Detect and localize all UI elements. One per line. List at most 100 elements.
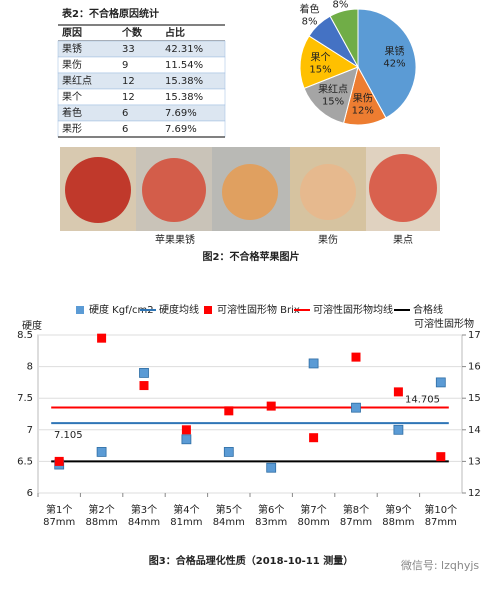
table-cell: 7.69% xyxy=(165,124,197,135)
y-axis-label: 硬度 xyxy=(22,319,42,332)
photos xyxy=(60,147,440,231)
marker xyxy=(435,377,446,388)
table-cell: 42.31% xyxy=(165,44,203,55)
table-cell: 12 xyxy=(122,92,135,103)
pie-value-label: 8% xyxy=(302,16,318,27)
legend-label: 硬度均线 xyxy=(159,303,199,316)
x-tick-label: 第6个 xyxy=(258,503,284,516)
x-tick-label: 84mm xyxy=(213,517,245,528)
x-tick-label: 第9个 xyxy=(385,503,411,516)
y2-tick-label: 15 xyxy=(468,393,481,404)
apple xyxy=(222,164,278,220)
table-cell: 15.38% xyxy=(165,76,203,87)
photo-label: 果伤 xyxy=(318,233,338,246)
y-tick-label: 7 xyxy=(27,425,33,436)
pie-slice xyxy=(329,8,359,68)
y-tick-label: 8.5 xyxy=(17,330,33,341)
marker xyxy=(308,358,319,369)
x-tick-label: 第10个 xyxy=(424,503,457,516)
table-header: 占比 xyxy=(165,26,185,39)
plot-area xyxy=(37,334,463,494)
pie-slice xyxy=(303,66,359,124)
table-row xyxy=(57,120,226,138)
table-cell: 7.69% xyxy=(165,108,197,119)
y2-axis-label: 可溶性固形物 xyxy=(414,317,474,330)
marker xyxy=(266,462,277,473)
x-tick-label: 第7个 xyxy=(300,503,326,516)
marker xyxy=(351,402,361,413)
watermark: 微信号: lzqhyjs xyxy=(401,558,480,572)
y-tick-label: 6.5 xyxy=(17,456,33,467)
marker xyxy=(393,424,404,435)
marker xyxy=(351,352,361,362)
x-tick-label: 87mm xyxy=(340,517,372,528)
x-tick-label: 87mm xyxy=(43,517,75,528)
x-tick-label: 80mm xyxy=(297,517,329,528)
table-header: 原因 xyxy=(62,27,82,39)
table-cell: 果形 xyxy=(62,123,82,135)
marker xyxy=(223,447,234,457)
marker xyxy=(181,434,192,445)
marker xyxy=(436,452,446,462)
marker xyxy=(139,381,149,391)
figure-caption: 图3：合格品理化性质（2018-10-11 测量） xyxy=(149,554,353,567)
legend-marker xyxy=(76,306,84,314)
y2-tick-label: 14 xyxy=(468,425,481,436)
marker xyxy=(266,401,276,411)
x-tick-label: 87mm xyxy=(425,517,457,528)
x-tick-label: 第1个 xyxy=(46,503,72,516)
table-header: 个数 xyxy=(121,26,143,39)
pie-label: 果伤 xyxy=(353,91,373,104)
legend-label: 合格线 xyxy=(413,303,443,316)
x-tick-label: 84mm xyxy=(128,517,160,528)
y-tick-label: 8 xyxy=(27,362,33,373)
apple xyxy=(65,157,131,223)
x-tick-label: 第5个 xyxy=(216,503,242,516)
table-cell: 果伤 xyxy=(62,58,82,71)
table-title: 表2：不合格原因统计 xyxy=(61,7,159,20)
reference-label: 14.705 xyxy=(405,395,440,406)
photo-label: 苹果果锈 xyxy=(155,233,195,246)
table-cell: 6 xyxy=(122,108,128,119)
pie-label: 着色 xyxy=(300,2,320,15)
pie-label: 果锈 xyxy=(385,45,405,58)
pie-value-label: 15% xyxy=(309,64,331,75)
marker xyxy=(97,333,107,343)
x-tick-label: 第8个 xyxy=(343,503,369,516)
table-cell: 着色 xyxy=(62,106,82,119)
pie-value-label: 12% xyxy=(352,105,374,116)
y-tick-label: 6 xyxy=(27,488,33,499)
marker xyxy=(96,447,107,457)
apple xyxy=(300,164,356,220)
marker xyxy=(224,406,234,416)
legend-label: 硬度 Kgf/cm2 xyxy=(89,303,154,316)
y2-tick-label: 12 xyxy=(468,488,481,499)
table-cell: 12 xyxy=(122,76,135,87)
y-tick-label: 7.5 xyxy=(17,393,33,404)
marker xyxy=(309,433,319,443)
pie-slice xyxy=(299,35,360,90)
table-cell: 9 xyxy=(122,60,128,71)
pie-label: 果红点 xyxy=(318,82,348,95)
pie-value-label: 15% xyxy=(322,96,344,107)
x-tick-label: 88mm xyxy=(85,517,117,528)
x-tick-label: 第2个 xyxy=(88,503,114,516)
table-cell: 果锈 xyxy=(62,42,82,55)
table-cell: 33 xyxy=(122,44,135,55)
legend-label: 可溶性固形物均线 xyxy=(313,303,393,316)
table-cell: 11.54% xyxy=(165,60,203,71)
photo-label: 果点 xyxy=(393,234,413,246)
table-cell: 6 xyxy=(122,124,128,135)
pie-value-label: 42% xyxy=(383,59,405,70)
x-tick-label: 第4个 xyxy=(173,503,199,516)
x-tick-label: 88mm xyxy=(382,517,414,528)
legend-label: 可溶性固形物 Brix xyxy=(217,303,300,316)
pie-label: 果个 xyxy=(310,51,330,63)
x-tick-label: 81mm xyxy=(170,517,202,528)
apple xyxy=(142,158,206,222)
table-cell: 果个 xyxy=(62,91,82,103)
x-tick-label: 第3个 xyxy=(131,503,157,516)
y2-tick-label: 13 xyxy=(468,456,481,467)
apple xyxy=(369,154,437,222)
